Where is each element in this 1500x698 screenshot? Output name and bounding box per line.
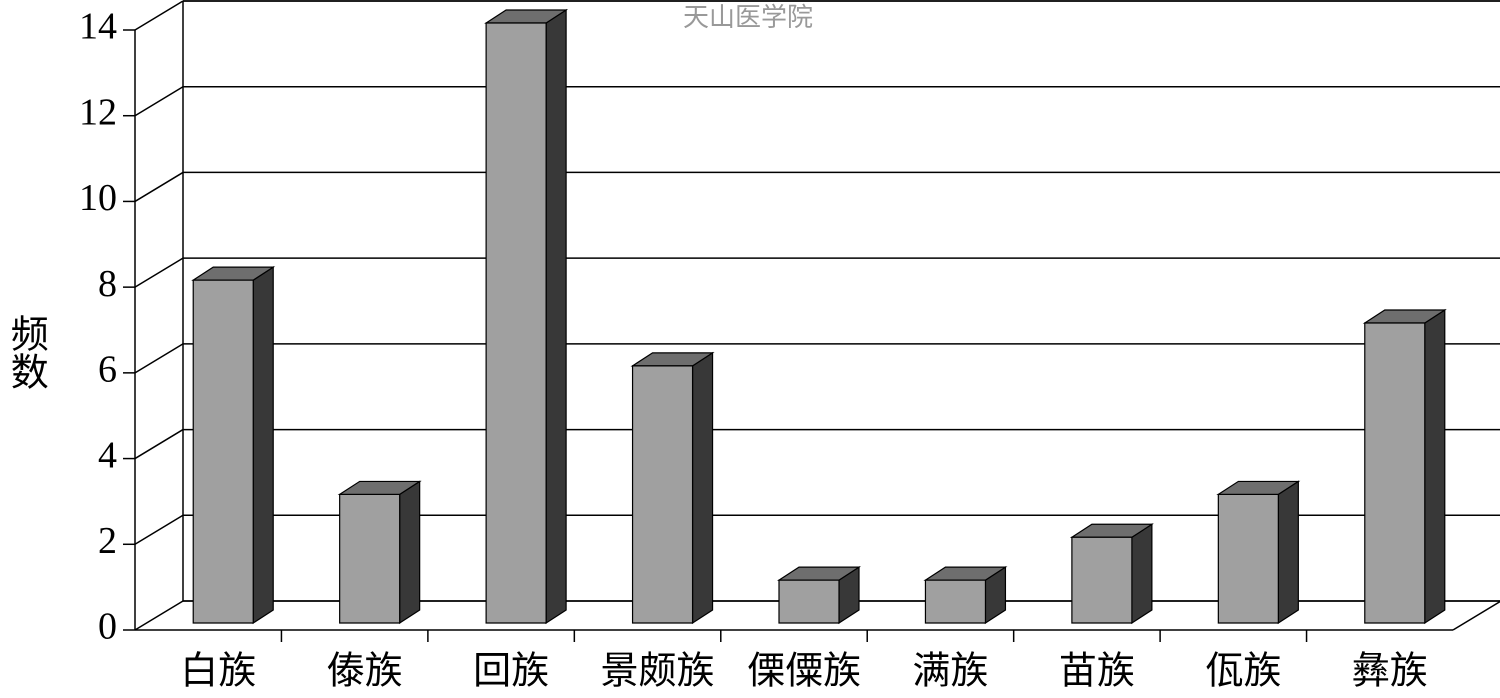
x-tick-label: 景颇族 <box>601 651 715 693</box>
grid-diagonal <box>134 428 184 460</box>
bar <box>484 8 569 625</box>
bar <box>1069 523 1154 625</box>
floor-right <box>1452 600 1500 631</box>
grid-diagonal <box>134 171 184 203</box>
y-tick-label: 0 <box>98 606 117 648</box>
x-tick-label: 白族 <box>180 651 256 693</box>
x-tick-label: 满族 <box>912 651 988 693</box>
y-tick-label: 4 <box>98 434 117 476</box>
y-tick-label: 8 <box>98 263 117 305</box>
x-tick-label: 彝族 <box>1352 651 1428 693</box>
bar <box>776 566 862 625</box>
x-tick-label: 回族 <box>473 651 549 693</box>
grid-diagonal <box>134 86 184 117</box>
x-tick-label: 傣族 <box>327 651 403 693</box>
bar <box>191 266 276 625</box>
y-tick-label: 6 <box>98 349 117 391</box>
y-tick-label: 10 <box>79 177 117 219</box>
grid-diagonal <box>134 514 184 545</box>
watermark: 天山医学院 <box>683 3 813 32</box>
bar <box>1362 308 1447 625</box>
x-tick-label: 傈僳族 <box>747 651 861 693</box>
bar <box>337 480 422 625</box>
bar <box>630 351 715 625</box>
bar <box>1216 480 1301 625</box>
grid-diagonal <box>134 343 184 374</box>
grid-diagonal <box>134 0 184 31</box>
x-tick-label: 苗族 <box>1059 651 1135 693</box>
y-tick-label: 14 <box>79 6 117 48</box>
y-tick-label: 12 <box>79 91 117 133</box>
bar <box>923 566 1008 625</box>
y-axis-label: 频数 <box>4 314 47 390</box>
y-tick-label: 2 <box>98 520 117 562</box>
grid-diagonal <box>134 600 184 631</box>
x-tick-label: 佤族 <box>1205 651 1281 693</box>
grid-diagonal <box>134 257 184 288</box>
